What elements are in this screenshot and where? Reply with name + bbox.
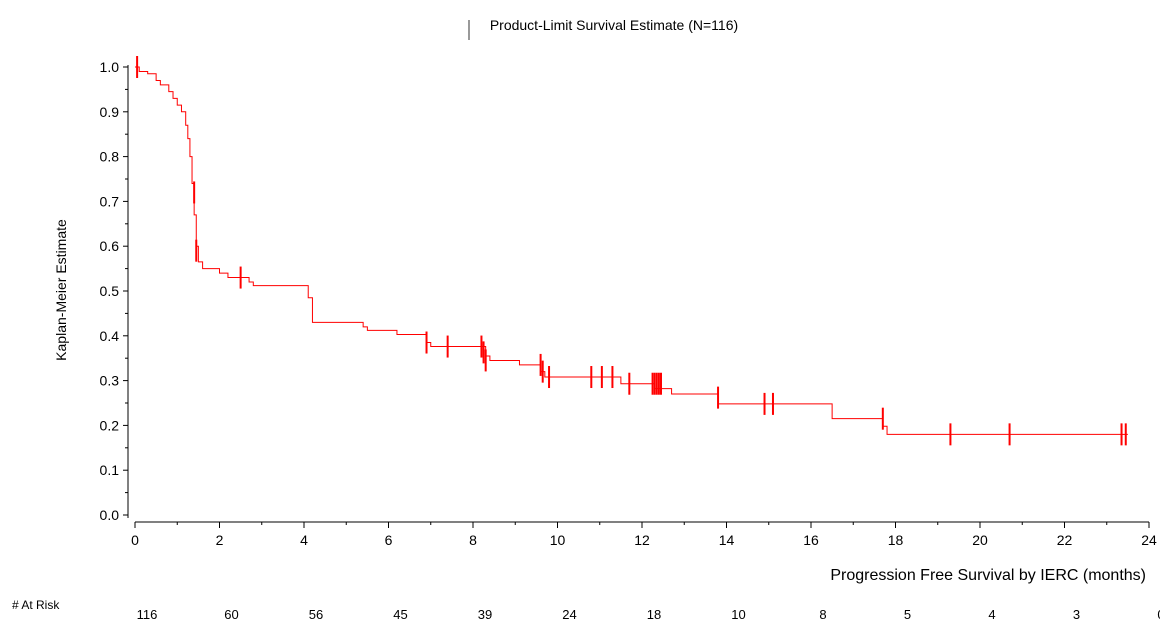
y-tick-label: 0.9	[100, 104, 120, 120]
x-tick-label: 20	[972, 532, 988, 548]
at-risk-value: 4	[988, 607, 995, 622]
axes: 0.00.10.20.30.40.50.60.70.80.91.00 2 4 6 8 10…	[100, 59, 1157, 548]
x-tick-label: 22	[1057, 532, 1073, 548]
y-tick-label: 0.7	[100, 193, 120, 209]
y-axis-title: Kaplan-Meier Estimate	[53, 219, 69, 361]
x-tick-label: 16	[803, 532, 819, 548]
y-tick-label: 0.0	[100, 507, 120, 523]
at-risk-value: 0	[1157, 607, 1160, 622]
x-tick-label: 0	[131, 532, 139, 548]
at-risk-value: 39	[478, 607, 492, 622]
x-tick-label: 24	[1141, 532, 1157, 548]
at-risk-value: 45	[393, 607, 407, 622]
survival-step-line	[135, 66, 1128, 435]
x-axis-title: Progression Free Survival by IERC (month…	[830, 567, 1146, 584]
at-risk-value: 18	[647, 607, 661, 622]
x-tick-label: 14	[719, 532, 735, 548]
y-tick-label: 0.6	[100, 238, 120, 254]
y-tick-label: 0.1	[100, 462, 120, 478]
x-tick-label: 4	[300, 532, 308, 548]
y-tick-label: 0.3	[100, 373, 120, 389]
at-risk-row: 116 60 56 45 39 24 18 10 8 5 4 3 0	[137, 607, 1160, 622]
y-tick-label: 0.4	[100, 328, 120, 344]
censor-marks	[136, 56, 1127, 446]
chart-title: Product-Limit Survival Estimate (N=116)	[490, 17, 738, 33]
y-tick-label: 0.5	[100, 283, 120, 299]
y-tick-label: 0.8	[100, 149, 120, 165]
x-tick-label: 10	[550, 532, 566, 548]
x-tick-label: 6	[385, 532, 393, 548]
y-tick-label: 0.2	[100, 417, 120, 433]
at-risk-value: 56	[309, 607, 323, 622]
y-tick-label: 1.0	[100, 59, 120, 75]
at-risk-value: 116	[137, 607, 158, 622]
at-risk-value: 5	[904, 607, 911, 622]
survival-curve	[135, 66, 1128, 435]
at-risk-value: 60	[224, 607, 238, 622]
at-risk-value: 24	[562, 607, 576, 622]
at-risk-value: 3	[1073, 607, 1080, 622]
x-tick-label: 12	[634, 532, 650, 548]
at-risk-value: 8	[819, 607, 826, 622]
x-tick-label: 2	[216, 532, 224, 548]
x-tick-label: 18	[888, 532, 904, 548]
x-tick-label: 8	[469, 532, 477, 548]
at-risk-label: # At Risk	[12, 598, 60, 612]
at-risk-value: 10	[731, 607, 745, 622]
